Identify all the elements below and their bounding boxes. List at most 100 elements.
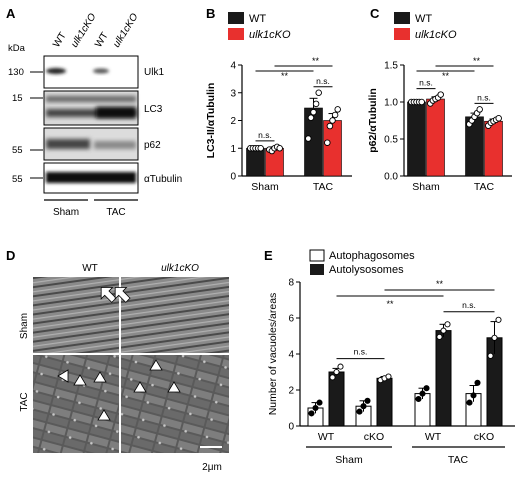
bar-ulk1cko-sham xyxy=(426,98,445,177)
legend-label-autolysosomes: Autolysosomes xyxy=(329,264,404,276)
significance-label: ** xyxy=(436,279,444,289)
panel-label-d: D xyxy=(6,248,15,263)
bar-autolysosomes xyxy=(435,330,452,427)
data-point xyxy=(337,363,344,370)
significance-label: ** xyxy=(281,71,289,81)
em-image-wt-tac xyxy=(33,355,119,453)
significance-label: n.s. xyxy=(477,92,491,102)
data-point xyxy=(364,397,371,404)
band-ulk1-wt-sham xyxy=(46,68,66,74)
y-tick-label: 3 xyxy=(230,88,236,99)
arrowhead-icon xyxy=(149,359,163,371)
kda-label: kDa xyxy=(8,43,26,54)
significance-label: ** xyxy=(386,299,394,309)
y-tick-label: 1.5 xyxy=(384,61,398,72)
y-tick-label: 0 xyxy=(288,422,294,433)
x-tick-label: cKO xyxy=(474,431,494,443)
data-point xyxy=(437,91,444,98)
legend-label-wt: WT xyxy=(249,13,266,25)
arrowhead-icon xyxy=(73,374,87,386)
em-header-wt: WT xyxy=(82,263,98,274)
group-label-tac: TAC xyxy=(448,454,469,466)
data-point xyxy=(474,379,481,386)
chart-b: 0 1 2 3 4 LC3-II/αTubulin Sham TAC n.s. n.s. ** ** xyxy=(205,56,352,193)
y-tick-label: 2 xyxy=(288,386,294,397)
bar-wt-sham xyxy=(246,147,265,177)
data-point xyxy=(310,108,317,116)
x-tick-label: Sham xyxy=(412,181,440,193)
data-point xyxy=(257,144,264,152)
data-point xyxy=(333,368,340,376)
x-tick-label: TAC xyxy=(313,181,334,193)
bar-ulk1cko-tac xyxy=(323,120,342,177)
legend-swatch-wt xyxy=(228,12,244,24)
x-tick-label: cKO xyxy=(364,431,384,443)
em-image-ko-tac xyxy=(121,355,229,453)
y-tick-label: 0.0 xyxy=(384,172,398,183)
band-lc3-ii xyxy=(46,109,136,117)
scalebar-label: 2μm xyxy=(202,462,222,473)
data-point xyxy=(423,385,430,392)
legend-label-wt: WT xyxy=(415,13,432,25)
data-point xyxy=(312,100,320,108)
blot-header-wt-2: WT xyxy=(93,31,111,50)
significance-label: n.s. xyxy=(258,130,272,140)
panel-label-a: A xyxy=(6,6,16,21)
x-tick-label: TAC xyxy=(474,181,495,193)
data-point xyxy=(316,399,323,406)
data-point xyxy=(419,390,426,397)
significance-label: n.s. xyxy=(419,78,433,88)
legend-c: WT ulk1cKO xyxy=(394,12,457,41)
legend-swatch-autolysosomes xyxy=(310,264,324,275)
panel-d: WT ulk1cKO Sham TAC 2μm xyxy=(19,263,229,473)
y-tick-label: 0 xyxy=(230,172,236,183)
data-point xyxy=(418,98,425,106)
data-point xyxy=(329,117,336,124)
blot-header-wt-1: WT xyxy=(51,31,69,50)
data-point xyxy=(276,144,283,152)
significance-label: n.s. xyxy=(316,76,330,86)
group-label-sham: Sham xyxy=(335,454,363,466)
data-point xyxy=(324,139,331,146)
legend-label-ko: ulk1cKO xyxy=(415,29,457,41)
marker-p62: 55 xyxy=(12,145,23,156)
data-point xyxy=(356,408,363,415)
y-axis-label: p62/αTubulin xyxy=(367,88,379,153)
data-point xyxy=(487,352,494,359)
em-row-sham: Sham xyxy=(19,313,30,339)
em-image-ko-sham xyxy=(121,277,229,353)
data-point xyxy=(495,115,502,122)
bar-wt-sham xyxy=(407,101,426,177)
band-ulk1-wt-tac xyxy=(93,68,109,74)
significance-label: n.s. xyxy=(462,300,476,310)
group-label-tac: TAC xyxy=(106,207,125,218)
arrowhead-icon xyxy=(93,371,107,383)
blot-header-ko-2: ulk1cKO xyxy=(111,12,140,50)
x-tick-label: Sham xyxy=(251,181,279,193)
arrowhead-icon xyxy=(167,381,181,393)
y-tick-label: 8 xyxy=(288,278,294,289)
panel-a: WT ulk1cKO WT ulk1cKO kDa Ulk1 130 LC3 1… xyxy=(8,12,182,218)
band-p62-tac xyxy=(94,141,136,149)
y-tick-label: 1.0 xyxy=(384,98,398,109)
data-point xyxy=(329,374,336,381)
arrowhead-icon xyxy=(133,381,147,393)
legend-b: WT ulk1cKO xyxy=(228,12,291,41)
data-point xyxy=(495,316,502,323)
band-p62-sham xyxy=(46,139,90,149)
marker-tubulin: 55 xyxy=(12,174,23,185)
data-point xyxy=(331,111,339,119)
blot-label-ulk1: Ulk1 xyxy=(144,67,164,78)
y-axis-label: LC3-II/αTubulin xyxy=(205,83,217,159)
significance-label: ** xyxy=(312,56,320,66)
marker-lc3: 15 xyxy=(12,93,23,104)
x-tick-label: WT xyxy=(425,431,442,443)
data-point xyxy=(315,89,322,96)
y-tick-label: 2 xyxy=(230,116,236,127)
em-header-ko: ulk1cKO xyxy=(161,263,199,274)
arrow-icon xyxy=(114,287,131,303)
data-point xyxy=(436,333,443,340)
data-point xyxy=(444,321,451,328)
arrowhead-icon xyxy=(57,369,69,383)
